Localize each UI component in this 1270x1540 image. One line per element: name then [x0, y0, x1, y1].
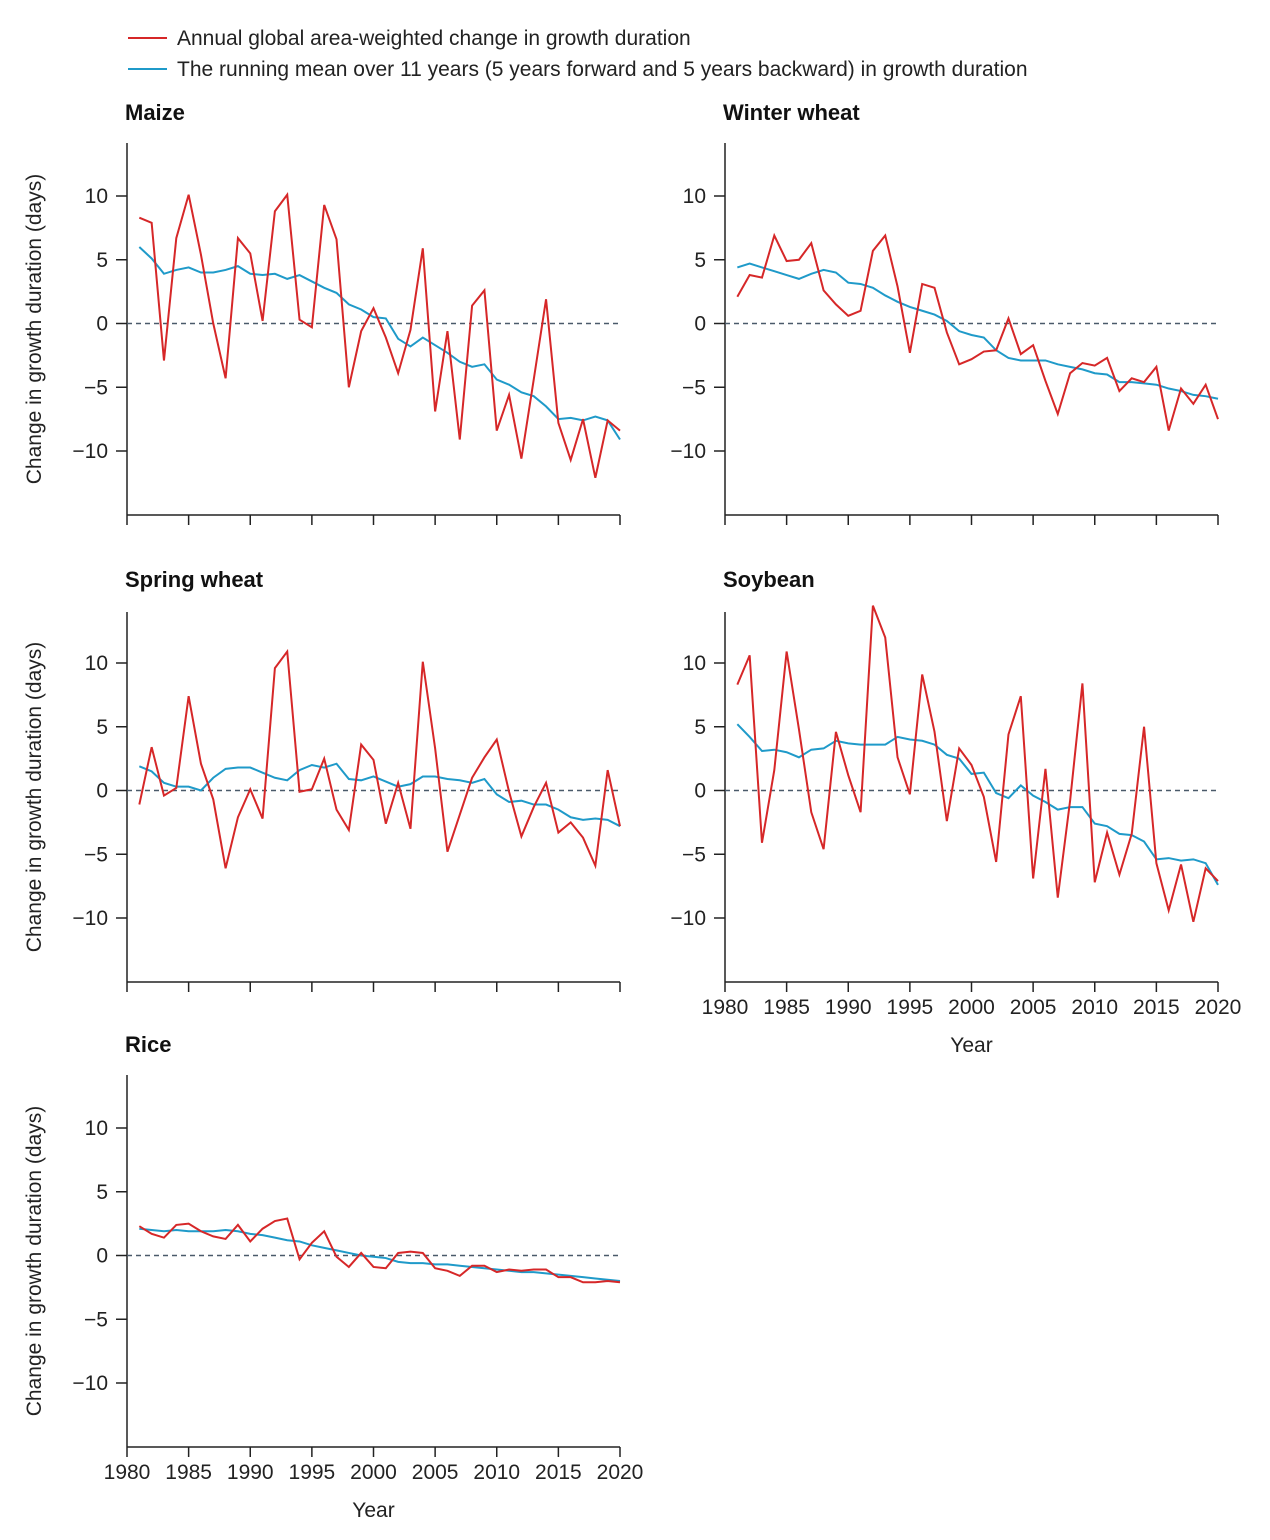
x-tick-label-soybean: 2020	[1195, 996, 1242, 1019]
panel-soybean: Soybean 10 5 0 −5 −10 1980 1985 1990 1995 2000 2005…	[670, 567, 1241, 1057]
x-tick-label-rice: 2010	[473, 1461, 520, 1484]
y-tick-label-rice: −5	[84, 1308, 108, 1331]
panel-title-rice: Rice	[125, 1032, 171, 1057]
x-tick-label-soybean: 2000	[948, 996, 995, 1019]
x-axis-title-soybean: Year	[950, 1034, 992, 1057]
panel-title-winter-wheat: Winter wheat	[723, 100, 860, 125]
y-tick-label-rice: 0	[96, 1245, 108, 1268]
x-tick-label-soybean: 2015	[1133, 996, 1180, 1019]
series-line-annual-maize	[138, 192, 621, 478]
y-tick-label-winter-wheat: −10	[670, 440, 706, 463]
y-tick-label-winter-wheat: 5	[694, 249, 706, 272]
y-tick-label-maize: −10	[72, 440, 108, 463]
y-tick-label-spring-wheat: 10	[85, 652, 108, 675]
panel-winter-wheat: Winter wheat 10 5 0 −5 −10	[670, 100, 1219, 525]
y-tick-label-soybean: −10	[670, 907, 706, 930]
y-tick-label-maize: 10	[85, 185, 108, 208]
y-tick-label-rice: −10	[72, 1372, 108, 1395]
x-tick-label-rice: 2000	[350, 1461, 397, 1484]
y-tick-label-spring-wheat: 5	[96, 716, 108, 739]
x-tick-label-rice: 2015	[535, 1461, 582, 1484]
x-axis-title-rice: Year	[352, 1499, 394, 1522]
x-tick-label-rice: 1990	[227, 1461, 274, 1484]
panel-maize: Maize 10 5 0 −5 −10 Change in growth duration …	[23, 100, 621, 525]
y-tick-label-spring-wheat: 0	[96, 780, 108, 803]
y-tick-label-winter-wheat: 0	[694, 313, 706, 336]
x-tick-label-rice: 1985	[165, 1461, 212, 1484]
panel-title-soybean: Soybean	[723, 567, 815, 592]
y-axis-title-maize: Change in growth duration (days)	[23, 174, 46, 485]
y-tick-label-soybean: 5	[694, 716, 706, 739]
y-tick-label-winter-wheat: −5	[682, 376, 706, 399]
y-tick-label-rice: 10	[85, 1117, 108, 1140]
legend-label-running-mean: The running mean over 11 years (5 years …	[177, 58, 1028, 81]
panel-spring-wheat: Spring wheat 10 5 0 −5 −10 Change in growth du…	[23, 567, 621, 992]
chart-panels: Maize 10 5 0 −5 −10 Change in growth duration …	[23, 100, 1241, 1522]
x-tick-label-soybean: 1985	[763, 996, 810, 1019]
series-line-running-mean-soybean	[736, 723, 1219, 886]
y-tick-label-soybean: 0	[694, 780, 706, 803]
series-line-running-mean-rice	[139, 1227, 621, 1282]
x-tick-label-soybean: 1980	[702, 996, 749, 1019]
series-line-annual-rice	[138, 1217, 621, 1284]
y-tick-label-maize: 0	[96, 313, 108, 336]
series-line-running-mean-winter-wheat	[737, 262, 1219, 400]
x-tick-label-soybean: 1995	[887, 996, 934, 1019]
panel-title-spring-wheat: Spring wheat	[125, 567, 264, 592]
panel-title-maize: Maize	[125, 100, 185, 125]
x-tick-label-rice: 1995	[289, 1461, 336, 1484]
x-tick-label-rice: 2005	[412, 1461, 459, 1484]
series-line-annual-spring-wheat	[138, 648, 621, 870]
y-tick-label-soybean: −5	[682, 843, 706, 866]
y-axis-title-rice: Change in growth duration (days)	[23, 1106, 46, 1417]
legend: Annual global area-weighted change in gr…	[128, 27, 1028, 81]
series-line-running-mean-spring-wheat	[138, 762, 621, 828]
y-axis-title-spring-wheat: Change in growth duration (days)	[23, 642, 46, 953]
y-tick-label-soybean: 10	[683, 652, 706, 675]
x-tick-label-rice: 1980	[104, 1461, 151, 1484]
x-tick-label-soybean: 2005	[1010, 996, 1057, 1019]
legend-label-annual: Annual global area-weighted change in gr…	[177, 27, 691, 50]
x-tick-label-rice: 2020	[597, 1461, 644, 1484]
series-line-running-mean-maize	[138, 246, 621, 441]
x-tick-label-soybean: 2010	[1071, 996, 1118, 1019]
y-tick-label-maize: −5	[84, 376, 108, 399]
series-line-annual-soybean	[736, 605, 1219, 923]
panel-rice: Rice 10 5 0 −5 −10 1980 1985 1990 1995 2000 2005 201…	[23, 1032, 643, 1522]
y-tick-label-maize: 5	[96, 249, 108, 272]
x-tick-label-soybean: 1990	[825, 996, 872, 1019]
y-tick-label-spring-wheat: −10	[72, 907, 108, 930]
y-tick-label-winter-wheat: 10	[683, 185, 706, 208]
series-line-annual-winter-wheat	[736, 232, 1219, 431]
y-tick-label-spring-wheat: −5	[84, 843, 108, 866]
y-tick-label-rice: 5	[96, 1181, 108, 1204]
